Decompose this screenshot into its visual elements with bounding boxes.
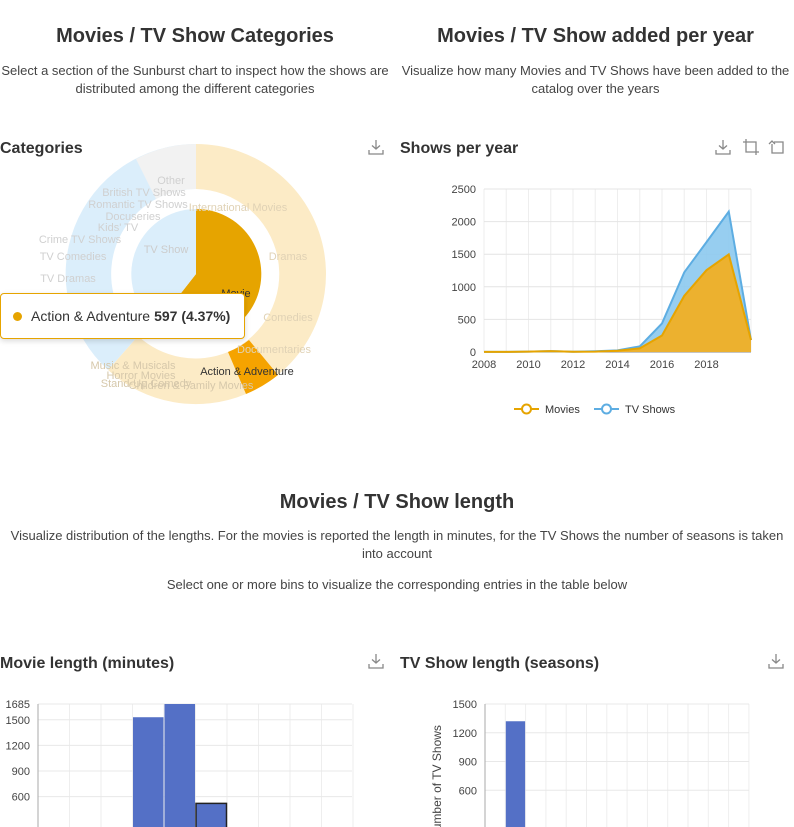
categories-description: Select a section of the Sunburst chart t… bbox=[1, 63, 389, 96]
tooltip-label: Action & Adventure bbox=[31, 308, 151, 324]
y-tick-label: 900 bbox=[459, 757, 477, 769]
histogram-bar bbox=[164, 704, 195, 827]
sunburst-label-docuseries: Docuseries bbox=[105, 211, 161, 223]
categories-heading: Movies / TV Show Categories bbox=[56, 25, 334, 47]
x-tick-label: 2008 bbox=[472, 359, 496, 371]
sunburst-label-british: British TV Shows bbox=[102, 187, 186, 199]
sunburst-outer-movie-lower bbox=[108, 336, 246, 405]
length-description: Visualize distribution of the lengths. F… bbox=[10, 528, 784, 561]
per-year-heading: Movies / TV Show added per year bbox=[437, 25, 754, 47]
sunburst-chart[interactable]: Movie TV Show Other British TV Shows Rom… bbox=[0, 140, 390, 410]
y-tick-label: 600 bbox=[459, 785, 477, 797]
x-tick-label: 2016 bbox=[650, 359, 674, 371]
download-icon[interactable] bbox=[367, 652, 385, 670]
y-tick-label: 1200 bbox=[6, 740, 30, 752]
legend-label: Movies bbox=[545, 404, 580, 416]
legend-marker bbox=[601, 403, 612, 415]
y-axis-label: Number of TV Shows bbox=[430, 725, 444, 827]
tv-length-chart[interactable]: 1500 1200 900 600 Number of TV Shows bbox=[397, 690, 794, 827]
histogram-bar bbox=[133, 717, 164, 827]
sunburst-label-music: Music & Musicals bbox=[91, 360, 176, 372]
zoom-reset-icon[interactable] bbox=[768, 138, 786, 156]
y-tick-label: 1500 bbox=[453, 699, 477, 711]
x-tick-label: 2012 bbox=[561, 359, 585, 371]
legend-marker bbox=[521, 403, 532, 415]
y-tick-label: 1500 bbox=[6, 715, 30, 727]
legend-label: TV Shows bbox=[625, 404, 676, 416]
download-icon[interactable] bbox=[714, 138, 732, 156]
y-tick-label: 900 bbox=[12, 766, 30, 778]
y-tick-label: 600 bbox=[12, 792, 30, 804]
shows-per-year-chart[interactable]: 0 500 1000 1500 2000 2500 2008 2010 2012 2014 2016… bbox=[397, 175, 794, 425]
y-tick-label: 1200 bbox=[453, 728, 477, 740]
sunburst-tooltip: Action & Adventure 597 (4.37%) bbox=[0, 293, 245, 339]
sunburst-outer-other bbox=[136, 144, 196, 199]
sunburst-label-tv: TV Show bbox=[144, 244, 189, 256]
x-tick-label: 2018 bbox=[694, 359, 718, 371]
movie-length-chart[interactable]: 1685 1500 1200 900 600 bbox=[0, 690, 390, 827]
sunburst-label-dramas: Dramas bbox=[269, 251, 308, 263]
y-tick-label: 500 bbox=[458, 314, 476, 326]
download-icon[interactable] bbox=[767, 652, 785, 670]
length-hint: Select one or more bins to visualize the… bbox=[166, 577, 628, 592]
length-heading: Movies / TV Show length bbox=[279, 491, 515, 513]
sunburst-label-tv-comedies: TV Comedies bbox=[40, 251, 107, 263]
sunburst-outer-movie bbox=[196, 144, 326, 394]
histogram-bar bbox=[195, 802, 228, 827]
y-tick-label: 2500 bbox=[452, 184, 476, 196]
sunburst-label-action: Action & Adventure bbox=[200, 366, 294, 378]
zoom-icon[interactable] bbox=[742, 138, 760, 156]
per-year-description: Visualize how many Movies and TV Shows h… bbox=[401, 63, 790, 96]
download-icon[interactable] bbox=[367, 138, 385, 156]
movie-length-chart-title: Movie length (minutes) bbox=[0, 655, 175, 672]
sunburst-label-other: Other bbox=[157, 175, 185, 187]
histogram-bar bbox=[505, 721, 526, 827]
sunburst-label-documentaries: Documentaries bbox=[237, 344, 311, 356]
y-tick-label: 2000 bbox=[452, 217, 476, 229]
y-tick-label: 0 bbox=[470, 347, 476, 359]
series-area-tv-shows bbox=[484, 211, 751, 352]
categories-chart-title: Categories bbox=[0, 140, 83, 157]
sunburst-label-comedies: Comedies bbox=[263, 312, 313, 324]
per-year-chart-title: Shows per year bbox=[400, 140, 519, 157]
sunburst-label-romantic: Romantic TV Shows bbox=[88, 199, 188, 211]
x-tick-label: 2014 bbox=[605, 359, 629, 371]
y-tick-label: 1000 bbox=[452, 282, 476, 294]
tv-length-chart-title: TV Show length (seasons) bbox=[400, 655, 600, 672]
y-tick-label: 1685 bbox=[6, 699, 30, 711]
x-tick-label: 2010 bbox=[516, 359, 540, 371]
sunburst-label-tv-dramas: TV Dramas bbox=[40, 273, 96, 285]
sunburst-label-crime: Crime TV Shows bbox=[39, 234, 122, 246]
tooltip-color-dot bbox=[13, 311, 22, 321]
series-line-movies bbox=[483, 252, 752, 353]
tooltip-value: 597 (4.37%) bbox=[154, 308, 231, 324]
sunburst-label-kids: Kids' TV bbox=[98, 222, 139, 234]
sunburst-label-children: Children & Family Movies bbox=[129, 380, 254, 392]
sunburst-outer-selected bbox=[228, 340, 278, 394]
y-tick-label: 1500 bbox=[452, 249, 476, 261]
sunburst-label-horror: Horror Movies bbox=[106, 370, 176, 382]
sunburst-label-standup: Stand-Up Comedy bbox=[101, 378, 192, 390]
sunburst-label-international: International Movies bbox=[189, 202, 288, 214]
series-area-movies bbox=[484, 254, 751, 352]
